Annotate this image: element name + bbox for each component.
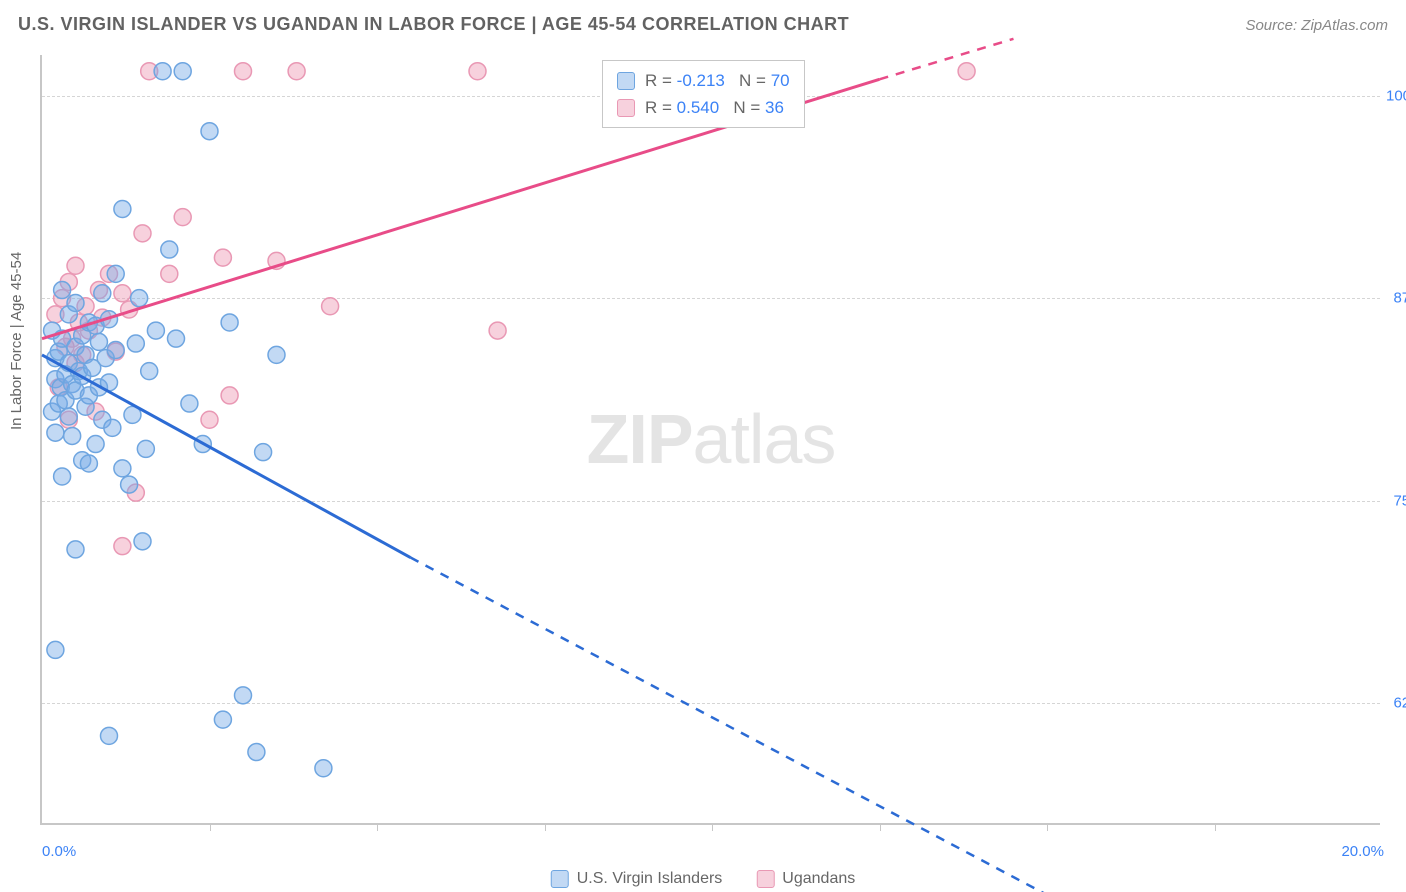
scatter-point	[161, 241, 178, 258]
stats-box: R = -0.213 N = 70 R = 0.540 N = 36	[602, 60, 805, 128]
scatter-point	[201, 411, 218, 428]
scatter-point	[80, 455, 97, 472]
scatter-point	[181, 395, 198, 412]
scatter-point	[104, 419, 121, 436]
scatter-point	[235, 687, 252, 704]
scatter-point	[64, 427, 81, 444]
scatter-point	[114, 285, 131, 302]
y-tick-label: 75.0%	[1386, 492, 1406, 509]
scatter-point	[315, 760, 332, 777]
scatter-point	[141, 363, 158, 380]
scatter-point	[174, 63, 191, 80]
scatter-point	[958, 63, 975, 80]
scatter-point	[137, 440, 154, 457]
scatter-point	[147, 322, 164, 339]
trend-line-dashed	[880, 39, 1014, 80]
x-tick-mark	[545, 823, 546, 831]
source-label: Source: ZipAtlas.com	[1245, 17, 1388, 34]
scatter-point	[90, 333, 107, 350]
scatter-point	[60, 408, 77, 425]
scatter-point	[101, 727, 118, 744]
r-value-1: -0.213	[677, 71, 725, 90]
scatter-point	[161, 265, 178, 282]
scatter-point	[114, 201, 131, 218]
x-tick-mark	[1047, 823, 1048, 831]
scatter-point	[201, 123, 218, 140]
x-tick-mark	[712, 823, 713, 831]
y-tick-label: 62.5%	[1386, 695, 1406, 712]
stats-text: R = 0.540 N = 36	[645, 94, 784, 121]
legend: U.S. Virgin Islanders Ugandans	[551, 870, 856, 888]
scatter-point	[168, 330, 185, 347]
y-axis-label: In Labor Force | Age 45-54	[8, 252, 25, 430]
scatter-point	[107, 265, 124, 282]
scatter-point	[67, 295, 84, 312]
stats-text: R = -0.213 N = 70	[645, 67, 790, 94]
chart-svg	[42, 55, 1380, 823]
scatter-point	[221, 387, 238, 404]
stats-row-1: R = -0.213 N = 70	[617, 67, 790, 94]
scatter-point	[87, 436, 104, 453]
scatter-point	[214, 711, 231, 728]
scatter-point	[67, 541, 84, 558]
scatter-point	[127, 335, 144, 352]
scatter-point	[47, 424, 64, 441]
scatter-point	[322, 298, 339, 315]
trend-line-solid	[42, 355, 411, 558]
x-tick-mark	[377, 823, 378, 831]
x-tick-mark	[1215, 823, 1216, 831]
scatter-point	[67, 257, 84, 274]
plot-area: ZIPatlas 62.5%75.0%87.5%100.0% R = -0.21…	[40, 55, 1380, 825]
y-tick-label: 87.5%	[1386, 290, 1406, 307]
trend-line-dashed	[411, 558, 1115, 892]
scatter-point	[134, 533, 151, 550]
scatter-point	[174, 209, 191, 226]
legend-label-2: Ugandans	[782, 870, 855, 888]
scatter-point	[121, 476, 138, 493]
scatter-point	[235, 63, 252, 80]
x-tick-mark	[880, 823, 881, 831]
swatch-series1	[617, 72, 635, 90]
stats-row-2: R = 0.540 N = 36	[617, 94, 790, 121]
scatter-point	[134, 225, 151, 242]
y-tick-label: 100.0%	[1386, 87, 1406, 104]
x-tick-mark	[210, 823, 211, 831]
scatter-point	[221, 314, 238, 331]
legend-item-1: U.S. Virgin Islanders	[551, 870, 723, 888]
scatter-point	[469, 63, 486, 80]
scatter-point	[107, 342, 124, 359]
x-tick-right: 20.0%	[1341, 843, 1384, 860]
x-tick-left: 0.0%	[42, 843, 76, 860]
scatter-point	[288, 63, 305, 80]
scatter-point	[54, 468, 71, 485]
chart-title: U.S. VIRGIN ISLANDER VS UGANDAN IN LABOR…	[18, 14, 849, 35]
scatter-point	[214, 249, 231, 266]
r-value-2: 0.540	[677, 98, 720, 117]
scatter-point	[489, 322, 506, 339]
n-value-1: 70	[771, 71, 790, 90]
legend-label-1: U.S. Virgin Islanders	[577, 870, 723, 888]
scatter-point	[114, 538, 131, 555]
legend-item-2: Ugandans	[756, 870, 855, 888]
scatter-point	[268, 346, 285, 363]
scatter-point	[47, 641, 64, 658]
scatter-point	[248, 744, 265, 761]
scatter-point	[154, 63, 171, 80]
scatter-point	[54, 282, 71, 299]
swatch-series2	[617, 99, 635, 117]
scatter-point	[114, 460, 131, 477]
scatter-point	[255, 444, 272, 461]
scatter-point	[94, 285, 111, 302]
scatter-point	[131, 290, 148, 307]
legend-swatch-1	[551, 870, 569, 888]
legend-swatch-2	[756, 870, 774, 888]
n-value-2: 36	[765, 98, 784, 117]
